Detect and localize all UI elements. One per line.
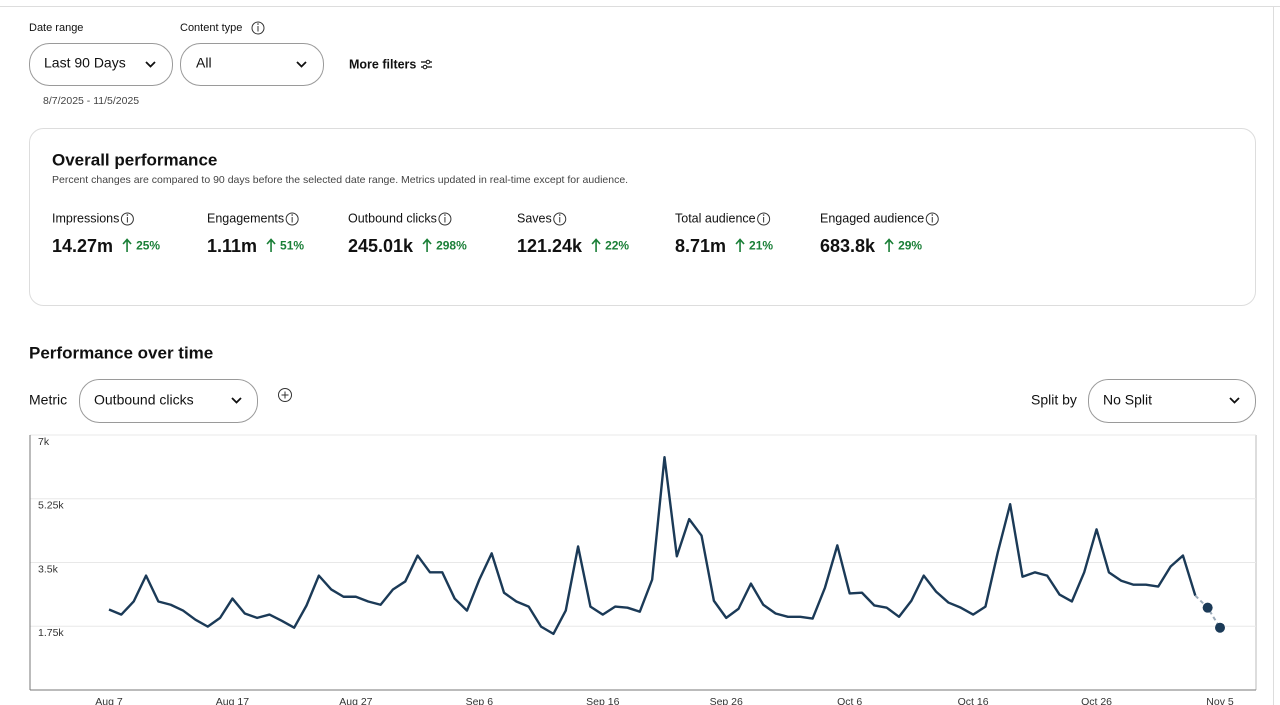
dropdown-value: Outbound clicks [94,392,194,408]
metric-value: 683.8k [820,236,876,256]
icon-ring [438,212,452,226]
date-range-label: Date range [29,22,83,34]
metric-label: Engaged audience [820,211,924,225]
x-tick-label: Aug 17 [216,696,249,705]
metric-value: 8.71m [675,236,726,256]
x-tick-label: Sep 26 [710,696,743,705]
metric-value: 121.24k [517,236,583,256]
y-tick-label: 1.75k [38,627,64,639]
x-tick-label: Aug 27 [339,696,372,705]
x-tick-label: Nov 5 [1206,696,1234,705]
metric-change: 51% [280,239,304,253]
icon-ring [757,212,771,226]
up-arrow [884,238,894,252]
info-icon[interactable] [251,21,265,35]
metric-change: 25% [136,239,160,253]
metric-label: Outbound clicks [348,211,437,225]
metric-label: Impressions [52,211,119,225]
icon-ring [120,212,134,226]
metrics: Impressions 14.27m 25% Engagements 1.11m 51% O… [52,211,939,256]
card-subtitle: Percent changes are compared to 90 days … [52,174,628,186]
icon-dot [126,214,129,216]
overall-card [29,128,1256,306]
x-tick-label: Aug 7 [95,696,123,705]
add-metric-button[interactable] [278,388,292,402]
metric-label: Saves [517,211,552,225]
y-tick-label: 7k [38,436,50,448]
up-arrow [591,238,601,252]
icon-dot [291,214,293,216]
metric-label: Metric [29,392,67,408]
chart: 1.75k 3.5k 5.25k 7k Aug 7 Aug 17 Aug 27 Sep 6 Se… [29,434,1257,705]
info-icon[interactable] [120,212,134,226]
metric-label: Engagements [207,211,284,225]
date-range-dropdown[interactable]: Last 90 Days [29,43,173,86]
up-arrow [122,238,132,252]
info-icon[interactable] [757,212,771,226]
info-icon[interactable] [553,212,567,226]
content-type-dropdown[interactable]: All [180,43,324,86]
icon-dot [444,214,446,216]
metric-value: 1.11m [207,236,257,256]
projected-point [1202,602,1213,613]
date-span: 8/7/2025 - 11/5/2025 [43,95,139,107]
dropdown-value: No Split [1103,392,1152,408]
info-icon[interactable] [438,212,452,226]
info-icon[interactable] [925,212,939,226]
section-title: Performance over time [29,343,213,362]
x-tick-label: Sep 6 [466,696,494,705]
icon-dot [558,214,561,216]
up-arrow [422,238,432,252]
metric-dropdown[interactable]: Outbound clicks [79,379,258,423]
icon-dot [931,214,934,216]
up-arrow [266,238,276,252]
more-filters-button[interactable]: More filters [349,57,432,71]
metric-change: 29% [898,239,922,253]
split-dropdown[interactable]: No Split [1088,379,1256,423]
icon-ring [553,212,567,226]
x-tick-label: Sep 16 [586,696,619,705]
x-tick-label: Oct 16 [958,696,989,705]
metric-change: 298% [436,239,467,253]
projected-point [1215,622,1225,633]
split-label: Split by [1031,392,1077,408]
metric-change: 22% [605,239,629,253]
button-label: More filters [349,57,416,71]
metric-change: 21% [749,239,773,253]
content-type-label: Content type [180,22,242,34]
up-arrow [735,238,745,252]
dropdown-value: Last 90 Days [44,55,126,71]
metric-value: 14.27m [52,236,113,256]
metric-value: 245.01k [348,236,414,256]
x-tick-label: Oct 6 [837,696,862,705]
info-icon[interactable] [285,212,299,226]
metric-label: Total audience [675,211,756,225]
y-tick-label: 3.5k [38,563,59,575]
icon-dot [762,214,765,216]
card-title: Overall performance [52,150,217,169]
line-series [108,456,1197,636]
icon-ring [285,212,299,226]
x-tick-label: Oct 26 [1081,696,1112,705]
dropdown-value: All [196,55,212,71]
icon-ring [925,212,939,226]
y-tick-label: 5.25k [38,500,64,512]
